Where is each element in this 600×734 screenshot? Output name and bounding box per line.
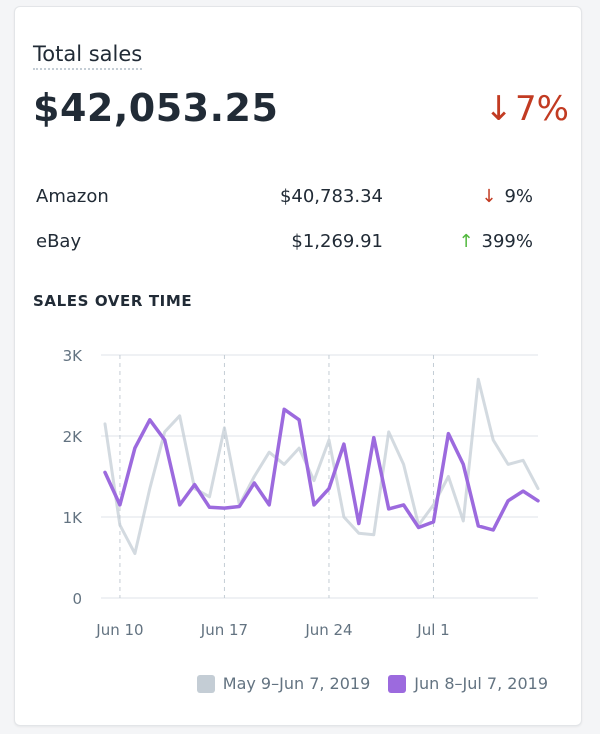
series-line-previous	[103, 377, 540, 555]
series-point-current	[118, 503, 121, 506]
channel-change-value: 399%	[481, 231, 533, 252]
series-point-current	[492, 528, 495, 531]
series-point-current	[133, 447, 136, 450]
series-point-previous	[536, 487, 539, 490]
series-point-current	[507, 499, 510, 502]
channel-change-value: 9%	[504, 186, 533, 207]
series-point-previous	[118, 524, 121, 527]
channel-amount: $40,783.34	[279, 186, 383, 207]
series-point-current	[327, 487, 330, 490]
series-point-current	[253, 481, 256, 484]
series-point-current	[283, 408, 286, 411]
series-point-previous	[507, 463, 510, 466]
series-point-current	[238, 505, 241, 508]
y-tick-label: 0	[72, 590, 82, 608]
series-point-current	[342, 443, 345, 446]
chart-lines	[103, 377, 540, 555]
series-point-previous	[462, 519, 465, 522]
series-point-current	[208, 506, 211, 509]
series-point-previous	[223, 426, 226, 429]
series-point-current	[103, 471, 106, 474]
series-point-previous	[268, 451, 271, 454]
series-point-current	[402, 503, 405, 506]
series-point-previous	[253, 475, 256, 478]
series-point-current	[357, 522, 360, 525]
x-tick-label: Jun 17	[200, 621, 248, 639]
channel-change: ↓ 9%	[481, 183, 533, 211]
arrow-down-icon: ↓	[484, 89, 514, 129]
series-point-current	[447, 432, 450, 435]
x-tick-label: Jul 1	[416, 621, 449, 639]
x-tick-label: Jun 24	[304, 621, 352, 639]
total-sales-card	[14, 6, 582, 726]
channel-row-ebay: eBay $1,269.91 ↑ 399%	[33, 228, 533, 256]
legend-label-current: Jun 8–Jul 7, 2019	[414, 674, 548, 693]
total-change-value: 7%	[515, 89, 569, 129]
series-point-current	[178, 503, 181, 506]
legend-item-current[interactable]: Jun 8–Jul 7, 2019	[388, 674, 548, 693]
chart-grid	[101, 354, 538, 599]
y-tick-label: 1K	[63, 509, 84, 527]
series-point-previous	[283, 463, 286, 466]
y-axis-ticks: 0 1K 2K 3K	[63, 347, 84, 608]
series-point-current	[148, 418, 151, 421]
series-point-previous	[208, 495, 211, 498]
series-point-previous	[402, 463, 405, 466]
series-point-current	[312, 503, 315, 506]
arrow-up-icon: ↑	[458, 231, 474, 252]
series-point-previous	[477, 378, 480, 381]
series-point-current	[462, 463, 465, 466]
arrow-down-icon: ↓	[481, 186, 497, 207]
total-sales-value: $42,053.25	[33, 86, 279, 130]
channel-amount: $1,269.91	[291, 231, 383, 252]
series-point-current	[477, 524, 480, 527]
legend-swatch-current	[388, 674, 407, 693]
series-line-current	[103, 407, 540, 532]
series-point-current	[193, 483, 196, 486]
series-point-previous	[103, 422, 106, 425]
series-point-current	[417, 526, 420, 529]
legend-item-previous[interactable]: May 9–Jun 7, 2019	[196, 674, 371, 693]
x-tick-label: Jun 10	[95, 621, 143, 639]
series-point-previous	[492, 438, 495, 441]
series-point-previous	[387, 430, 390, 433]
series-point-current	[387, 507, 390, 510]
channel-row-amazon: Amazon $40,783.34 ↓ 9%	[33, 183, 533, 211]
series-point-previous	[163, 430, 166, 433]
series-point-previous	[133, 552, 136, 555]
channel-name: eBay	[36, 231, 82, 252]
series-point-previous	[357, 532, 360, 535]
x-axis-ticks: Jun 10 Jun 17 Jun 24 Jul 1	[95, 621, 449, 639]
y-tick-label: 2K	[63, 428, 84, 446]
series-point-previous	[447, 475, 450, 478]
series-point-previous	[178, 414, 181, 417]
series-point-current	[536, 499, 539, 502]
series-point-current	[163, 438, 166, 441]
channel-name: Amazon	[36, 186, 109, 207]
section-title: SALES OVER TIME	[33, 292, 193, 310]
series-point-previous	[312, 479, 315, 482]
series-point-current	[223, 506, 226, 509]
series-point-current	[372, 436, 375, 439]
chart-legend: May 9–Jun 7, 2019 Jun 8–Jul 7, 2019	[179, 674, 548, 693]
legend-label-previous: May 9–Jun 7, 2019	[222, 674, 371, 693]
series-point-previous	[521, 459, 524, 462]
total-change: ↓7%	[485, 86, 569, 132]
series-point-current	[521, 489, 524, 492]
series-point-previous	[148, 487, 151, 490]
series-point-current	[268, 503, 271, 506]
series-point-previous	[327, 438, 330, 441]
series-point-current	[298, 418, 301, 421]
legend-swatch-previous	[196, 674, 215, 693]
series-point-previous	[342, 515, 345, 518]
channel-change: ↑ 399%	[458, 228, 533, 256]
series-point-previous	[298, 447, 301, 450]
card-title[interactable]: Total sales	[33, 42, 143, 70]
y-tick-label: 3K	[63, 347, 84, 365]
series-point-previous	[372, 533, 375, 536]
series-point-current	[432, 520, 435, 523]
